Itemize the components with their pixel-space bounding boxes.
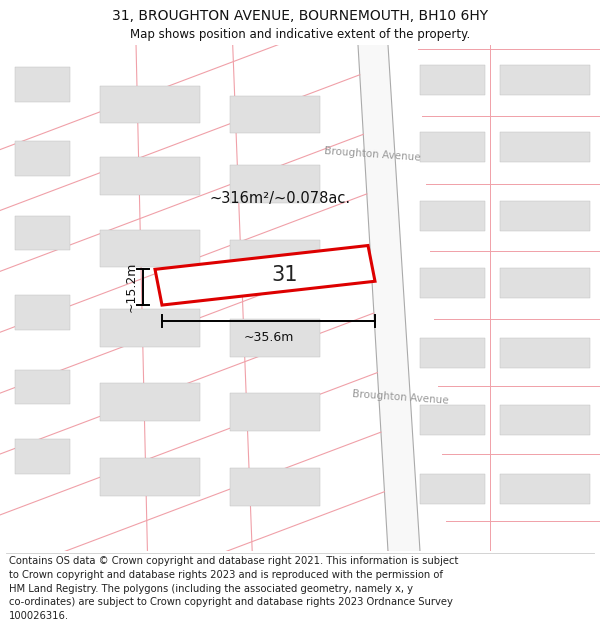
Text: Map shows position and indicative extent of the property.: Map shows position and indicative extent… <box>130 28 470 41</box>
Bar <box>100 384 200 421</box>
Bar <box>15 369 70 404</box>
Polygon shape <box>358 45 420 551</box>
Text: 31: 31 <box>272 265 298 285</box>
Bar <box>500 65 590 94</box>
Bar <box>230 468 320 506</box>
Bar <box>420 338 485 367</box>
Bar <box>15 67 70 102</box>
Bar <box>15 295 70 330</box>
Bar <box>230 96 320 133</box>
Bar <box>100 309 200 347</box>
Bar <box>15 141 70 176</box>
Bar <box>100 458 200 496</box>
Bar <box>420 201 485 231</box>
Bar <box>500 268 590 298</box>
Bar <box>420 406 485 435</box>
Bar <box>230 165 320 203</box>
Text: Broughton Avenue: Broughton Avenue <box>352 389 448 406</box>
Text: 31, BROUGHTON AVENUE, BOURNEMOUTH, BH10 6HY: 31, BROUGHTON AVENUE, BOURNEMOUTH, BH10 … <box>112 9 488 23</box>
Bar <box>420 268 485 298</box>
Text: ~35.6m: ~35.6m <box>244 331 293 344</box>
Text: ~316m²/~0.078ac.: ~316m²/~0.078ac. <box>209 191 350 206</box>
Bar <box>15 216 70 251</box>
Bar <box>420 474 485 504</box>
Bar <box>420 65 485 94</box>
Text: Contains OS data © Crown copyright and database right 2021. This information is : Contains OS data © Crown copyright and d… <box>9 556 458 621</box>
Bar <box>100 157 200 195</box>
Bar <box>500 406 590 435</box>
Bar <box>500 474 590 504</box>
Bar <box>230 393 320 431</box>
Bar <box>100 86 200 123</box>
Bar <box>230 319 320 357</box>
Bar <box>100 229 200 268</box>
Bar <box>420 132 485 162</box>
Text: ~15.2m: ~15.2m <box>125 262 138 312</box>
Bar <box>500 132 590 162</box>
Text: Broughton Avenue: Broughton Avenue <box>323 146 421 162</box>
Bar <box>500 338 590 367</box>
Polygon shape <box>155 246 375 305</box>
Bar <box>500 201 590 231</box>
Bar <box>15 439 70 474</box>
Bar <box>230 239 320 278</box>
